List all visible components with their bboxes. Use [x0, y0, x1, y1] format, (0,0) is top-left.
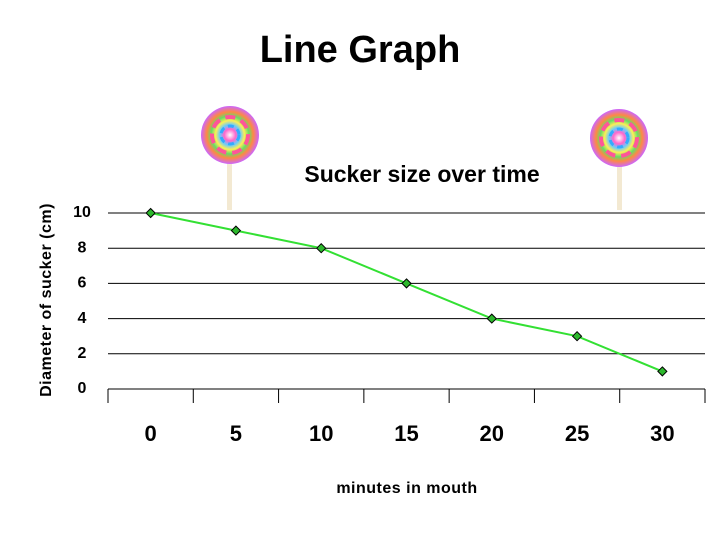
lollipop-swirl — [219, 124, 241, 146]
data-point — [230, 225, 242, 236]
x-tick-label: 30 — [650, 421, 674, 446]
x-tick-label: 25 — [565, 421, 589, 446]
lollipop-candy — [201, 106, 259, 164]
lollipop-stick — [227, 155, 232, 210]
lollipop-swirl — [210, 115, 250, 155]
x-axis-title: minutes in mouth — [336, 480, 477, 497]
data-line — [150, 212, 663, 373]
lollipop-stick — [617, 160, 622, 210]
y-tick-label: 0 — [78, 380, 87, 397]
lollipop-swirl — [599, 118, 639, 158]
data-point — [571, 330, 583, 342]
y-tick-label: 2 — [78, 345, 87, 362]
x-tick-label: 15 — [394, 421, 418, 446]
data-point — [486, 313, 497, 324]
slide-title: Line Graph — [260, 29, 461, 71]
lollipop-right — [590, 109, 648, 210]
lollipop-left — [201, 106, 259, 210]
x-tick-label: 20 — [480, 421, 504, 446]
y-tick-label: 6 — [78, 275, 87, 292]
data-point — [657, 366, 668, 377]
x-tick-label: 5 — [230, 421, 242, 446]
y-tick-label: 4 — [78, 310, 87, 327]
data-point — [145, 207, 156, 219]
data-point — [316, 242, 327, 254]
lollipop-candy — [590, 109, 648, 167]
y-tick-label: 8 — [78, 239, 87, 256]
y-axis-title: Diameter of sucker (cm) — [38, 203, 55, 397]
lollipop-swirl — [608, 127, 630, 149]
x-tick-label: 10 — [309, 421, 333, 446]
y-tick-label: 10 — [73, 204, 91, 221]
data-point — [401, 278, 412, 289]
chart-title: Sucker size over time — [304, 161, 539, 187]
x-tick-label: 0 — [145, 421, 157, 446]
